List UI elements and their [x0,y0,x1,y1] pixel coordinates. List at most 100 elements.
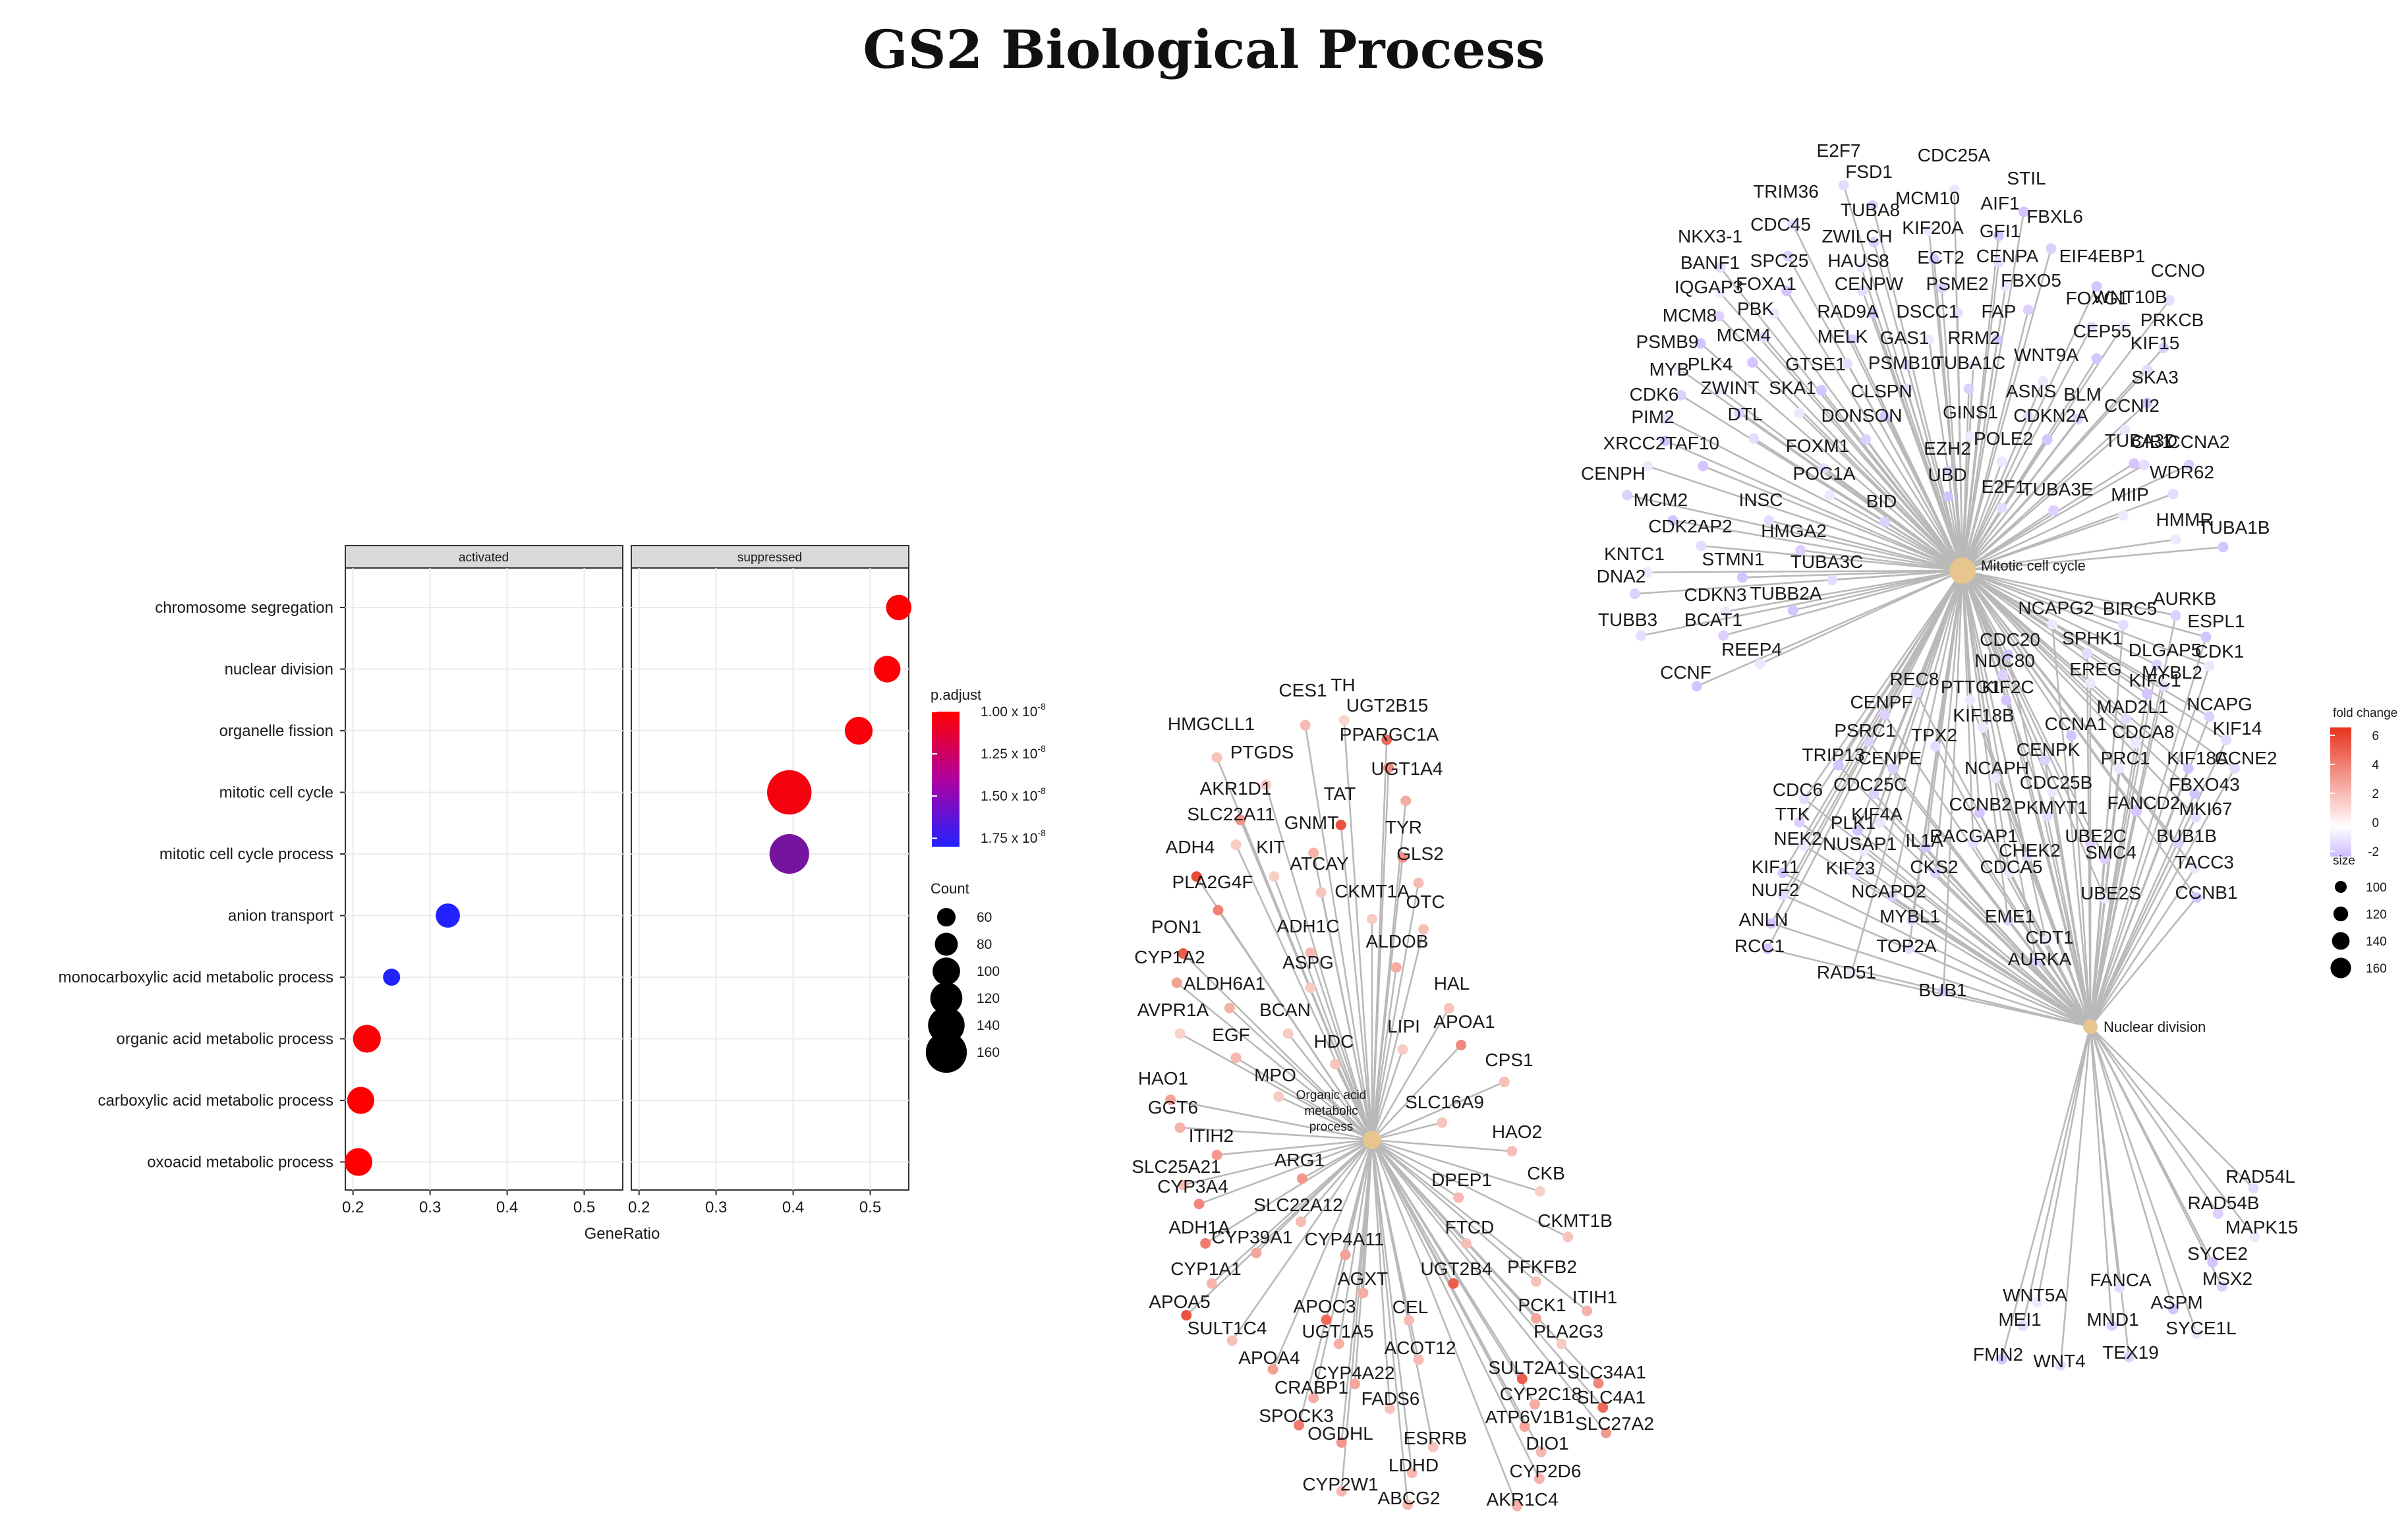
edge-cdk2ap2 [1701,545,1963,572]
count-legend: Count 60 80 100 120 140 160 [925,880,1000,1073]
size-legend-label: 100 [2366,881,2387,895]
edge-pbk [1763,336,1963,571]
label-ccna2: CCNA2 [2167,432,2230,452]
node-insc [1763,515,1775,526]
node-chek2 [2021,851,2032,863]
edge-wnt5a [2036,1026,2092,1303]
label-cdk1: CDK1 [2195,641,2245,662]
gridlines [345,568,909,1190]
edge-ccne2 [2089,768,2235,1027]
node-adh1a [1200,1238,1211,1249]
node-il1a [1920,842,1932,853]
node-hao1 [1165,1094,1176,1105]
edge-poc1a [1829,494,1963,572]
edge-taf10 [1702,465,1963,572]
node-kif20a [1928,254,1939,265]
node-rrm2 [1968,359,1979,370]
node-cdca5 [2004,867,2015,878]
node-cyp4a22 [1349,1378,1360,1390]
fold-change-colorbar [2330,727,2351,857]
hub-label-line-3: process [1309,1120,1354,1134]
edge-fap [1961,339,1999,571]
label-cdc6: CDC6 [1773,779,1823,800]
label-wnt4: WNT4 [2033,1351,2085,1371]
edge-tacc3 [2089,868,2196,1027]
node-atp6v1b1 [1519,1421,1530,1432]
node-wnt10b [2117,320,2129,331]
edge-fsd1 [1872,205,1964,571]
label-ncapd2: NCAPD2 [1851,881,1926,901]
node-bcat1 [1718,630,1729,641]
label-aspg: ASPG [1282,952,1334,973]
edge-gins1 [1961,436,1971,571]
edge-wnt4 [2059,1026,2092,1366]
label-nuf2: NUF2 [1751,880,1799,900]
edge-cib1 [1962,464,2145,572]
edge-cenph [1626,494,1963,572]
edge-cdc25b [2051,791,2092,1027]
label-slc4a1: SLC4A1 [1577,1387,1646,1407]
label-rcc1: RCC1 [1734,936,1785,956]
node-nek2 [1799,840,1810,851]
node-ftcd [1460,1238,1472,1249]
label-top2a: TOP2A [1876,936,1937,956]
size-legend-label: 160 [2366,962,2387,976]
label-foxm1: FOXM1 [1786,436,1849,456]
edge-bub1 [1942,570,1964,992]
label-fbxo5: FBXO5 [2001,270,2061,291]
node-cenpe [1887,763,1899,774]
node-apoa4 [1267,1364,1278,1375]
edge-syce1l [2089,1026,2198,1334]
hub-label-line-1: Organic acid [1296,1089,1367,1102]
edge-gfi1 [1961,262,2000,571]
label-fanca: FANCA [2090,1270,2152,1290]
node-fbxo43 [2189,788,2200,799]
label-adh4: ADH4 [1166,837,1215,857]
label-cdkn2a: CDKN2A [2013,405,2088,426]
edge-cyp2d6 [1371,1139,1540,1479]
edge-kif4a [1879,570,1964,823]
node-arg1 [1296,1173,1307,1184]
count-legend-label: 160 [977,1045,1000,1060]
node-ubd [1942,491,1953,502]
node-cdca8 [2131,737,2142,749]
node-apoc3 [1321,1314,1332,1325]
edge-rad54l [2090,1026,2254,1189]
label-pbk: PBK [1737,298,1774,319]
label-nek2: NEK2 [1773,828,1821,849]
edge-rad9a [1851,339,1964,571]
label-apoc3: APOC3 [1294,1296,1356,1317]
count-legend-label: 120 [977,991,1000,1006]
node-ccnb1 [2191,892,2202,903]
node-mybl2 [2158,681,2169,692]
edge-ncapd2 [1891,895,2091,1028]
node-slc34a1 [1593,1378,1604,1389]
label-apoa4: APOA4 [1238,1347,1300,1368]
edge-cdc25b [1961,570,2053,793]
point-organic-acid-metabolic-process [353,1025,381,1053]
label-tuba3e: TUBA3E [2022,479,2094,499]
label-birc5: BIRC5 [2103,598,2157,619]
point-oxoacid-metabolic-process [344,1148,372,1176]
edge-ccnb2 [1961,570,1981,813]
node-zwint [1734,407,1745,418]
edge-donson [1865,439,1964,571]
hub-label-nuclear: Nuclear division [2104,1019,2206,1035]
node-lipi [1397,1044,1408,1055]
label-hao2: HAO2 [1492,1121,1542,1142]
edge-hal [1371,1007,1450,1141]
node-cdc45 [1783,250,1794,262]
x-tick-label: 0.3 [705,1199,727,1216]
node-foxg1 [2086,322,2097,333]
p-adjust-tick-label: 1.75 x 10-8 [981,828,1046,846]
node-th [1338,714,1350,725]
edge-tuba3e [1962,509,2054,572]
edge-ptgds [1265,784,1373,1141]
edge-rcc1 [1767,570,1964,949]
node-prc1 [2113,763,2125,774]
label-ska3: SKA3 [2131,367,2179,387]
p-adjust-exponent: -8 [1037,828,1046,838]
count-legend-dot [930,982,963,1015]
edge-slc22a11 [1235,844,1373,1141]
p-adjust-exponent: -8 [1037,743,1046,754]
